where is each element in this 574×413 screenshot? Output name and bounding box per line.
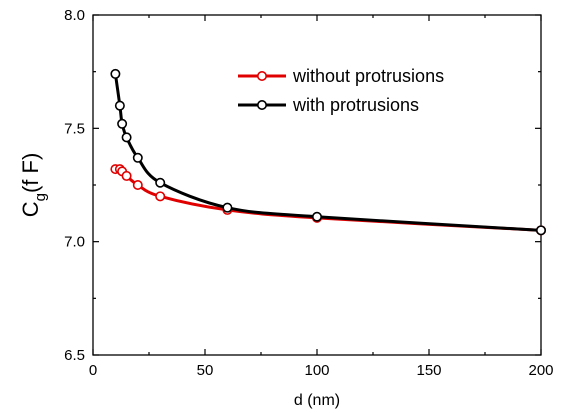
series-line (113, 72, 543, 232)
y-axis-title-unit: (f F) (18, 153, 43, 193)
data-point (155, 191, 166, 202)
legend: without protrusions with protrusions (238, 66, 444, 115)
data-point (222, 202, 233, 213)
data-point (535, 225, 546, 236)
x-axis: 0 50 100 150 200 (89, 15, 554, 379)
legend-item: without protrusions (238, 66, 444, 86)
data-point (114, 100, 125, 111)
legend-marker (256, 100, 267, 111)
x-tick-label: 0 (89, 362, 97, 379)
x-tick-label: 100 (304, 362, 329, 379)
series-1 (110, 164, 546, 236)
legend-label: without protrusions (292, 66, 444, 86)
svg-text:Cg(f F): Cg(f F) (18, 153, 49, 218)
data-point (121, 132, 132, 143)
data-point (132, 180, 143, 191)
legend-label: with protrusions (292, 95, 419, 115)
y-tick-label: 7.5 (64, 120, 85, 137)
y-axis: 6.5 7.0 7.5 8.0 (64, 7, 541, 364)
x-tick-label: 200 (528, 362, 553, 379)
data-point (155, 177, 166, 188)
data-point (110, 68, 121, 79)
y-tick-label: 6.5 (64, 347, 85, 364)
series-2 (110, 68, 546, 236)
data-point (132, 152, 143, 163)
y-tick-label: 7.0 (64, 234, 85, 251)
data-point (121, 170, 132, 181)
series-layer (110, 68, 546, 236)
legend-item: with protrusions (238, 95, 419, 115)
x-tick-label: 150 (416, 362, 441, 379)
y-axis-title-main: C (18, 201, 43, 217)
y-axis-title: Cg(f F) (18, 153, 49, 218)
y-tick-label: 8.0 (64, 7, 85, 24)
data-point (117, 118, 128, 129)
data-point (311, 211, 322, 222)
x-tick-label: 50 (197, 362, 214, 379)
y-axis-title-subscript: g (32, 193, 49, 201)
series-line (113, 167, 543, 232)
legend-marker (256, 71, 267, 82)
x-axis-title: d (nm) (294, 392, 340, 409)
